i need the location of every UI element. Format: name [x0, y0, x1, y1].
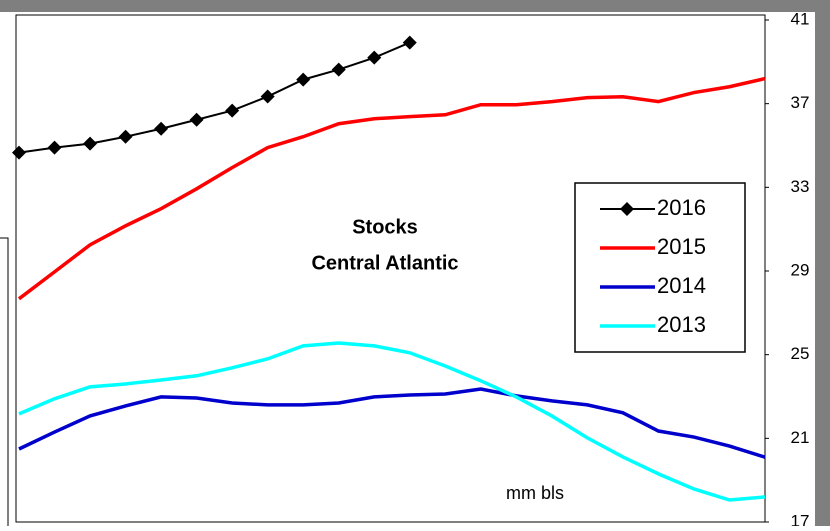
legend-marker: [620, 202, 634, 216]
right-frame: [815, 0, 830, 526]
legend-label: 2015: [657, 234, 706, 259]
legend-label: 2013: [657, 312, 706, 337]
y-tick-label: 25: [791, 344, 810, 363]
y-tick-label: 29: [791, 260, 810, 279]
point-marker: [402, 35, 417, 50]
point-marker: [296, 72, 311, 87]
point-marker: [225, 103, 240, 118]
point-marker: [118, 129, 133, 144]
point-marker: [154, 121, 169, 136]
top-frame: [0, 0, 830, 12]
series-line: [18, 387, 766, 459]
legend-label: 2016: [657, 195, 706, 220]
y-tick-label: 17: [791, 511, 810, 526]
point-marker: [83, 136, 98, 151]
y-tick-label: 41: [791, 9, 810, 28]
point-marker: [12, 145, 26, 160]
point-marker: [331, 62, 346, 77]
y-tick-label: 33: [791, 177, 810, 196]
point-marker: [189, 112, 204, 127]
y-tick-label: 21: [791, 428, 810, 447]
chart-title: Stocks: [352, 216, 418, 238]
legend-label: 2014: [657, 273, 706, 298]
point-marker: [47, 140, 62, 155]
chart-subtitle: Central Atlantic: [311, 252, 458, 274]
series-line: [17, 76, 766, 301]
annotation: mm bls: [506, 483, 564, 503]
series-line: [18, 341, 766, 502]
legend-box: [574, 182, 746, 353]
point-marker: [367, 50, 382, 65]
y-tick-label: 37: [791, 93, 810, 112]
point-marker: [260, 89, 275, 104]
adjacent-chart-edge: [0, 237, 9, 531]
